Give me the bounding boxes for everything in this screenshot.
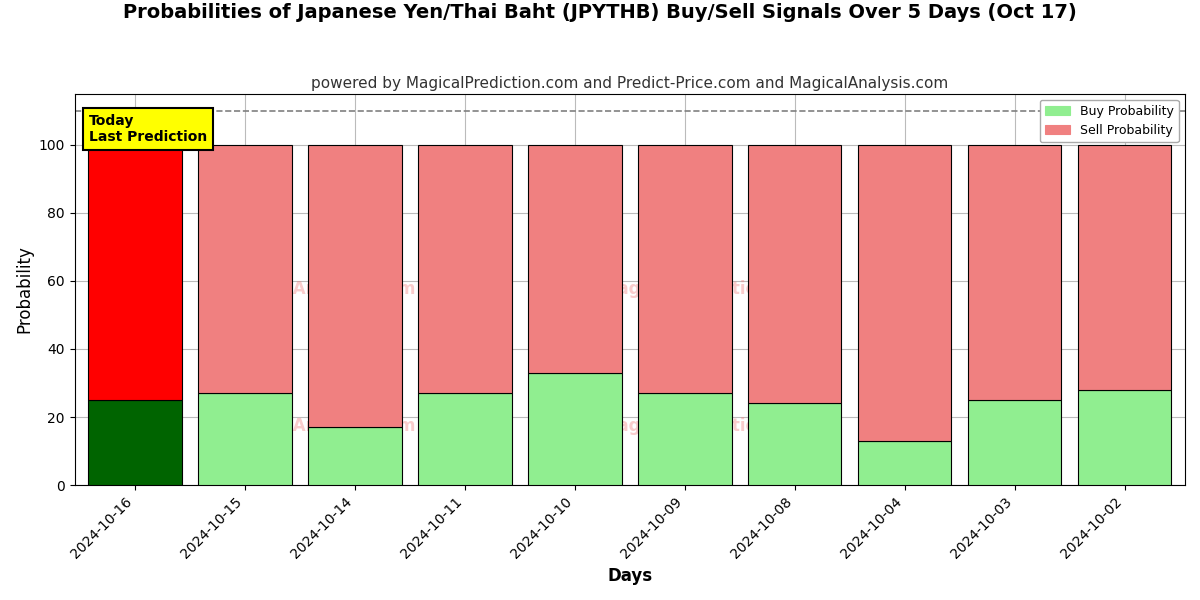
Bar	[638, 145, 732, 393]
Bar	[308, 145, 402, 427]
Text: Probabilities of Japanese Yen/Thai Baht (JPYTHB) Buy/Sell Signals Over 5 Days (O: Probabilities of Japanese Yen/Thai Baht …	[124, 3, 1076, 22]
Bar	[1078, 390, 1171, 485]
Bar	[968, 145, 1061, 400]
Text: MagicalPrediction.com: MagicalPrediction.com	[601, 418, 814, 436]
Bar	[968, 400, 1061, 485]
Bar	[419, 393, 511, 485]
Bar	[89, 145, 182, 400]
Legend: Buy Probability, Sell Probability: Buy Probability, Sell Probability	[1040, 100, 1178, 142]
Bar	[198, 393, 292, 485]
Text: MagicalAnalysis.com: MagicalAnalysis.com	[222, 418, 416, 436]
Bar	[308, 427, 402, 485]
Bar	[89, 400, 182, 485]
Bar	[748, 145, 841, 403]
Bar	[748, 403, 841, 485]
Text: MagicalPrediction.com: MagicalPrediction.com	[601, 280, 814, 298]
Bar	[528, 145, 622, 373]
Bar	[1078, 145, 1171, 390]
Text: Today
Last Prediction: Today Last Prediction	[89, 114, 208, 144]
Bar	[198, 145, 292, 393]
Title: powered by MagicalPrediction.com and Predict-Price.com and MagicalAnalysis.com: powered by MagicalPrediction.com and Pre…	[311, 76, 948, 91]
X-axis label: Days: Days	[607, 567, 653, 585]
Bar	[858, 441, 952, 485]
Bar	[638, 393, 732, 485]
Bar	[419, 145, 511, 393]
Bar	[528, 373, 622, 485]
Text: MagicalAnalysis.com: MagicalAnalysis.com	[222, 280, 416, 298]
Bar	[858, 145, 952, 441]
Y-axis label: Probability: Probability	[16, 245, 34, 333]
